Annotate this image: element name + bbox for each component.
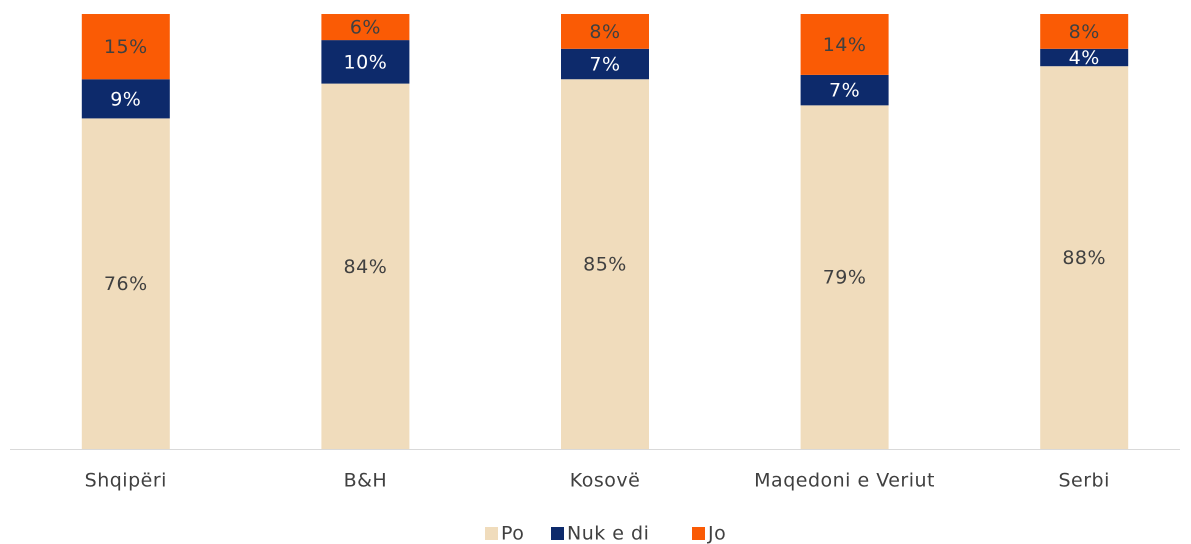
data-label: 15% [104, 36, 148, 58]
bar-segment [1040, 48, 1129, 67]
legend-swatch [551, 527, 564, 540]
bar-segment [1040, 14, 1129, 49]
x-tick-label: B&H [344, 470, 388, 492]
data-label: 8% [589, 21, 620, 43]
x-tick-label: Maqedoni e Veriut [754, 470, 935, 492]
legend-label: Nuk e di [567, 523, 649, 544]
bar-segment [81, 118, 170, 450]
x-tick-label: Serbi [1058, 470, 1109, 492]
bar-segment [321, 83, 410, 449]
data-label: 85% [583, 254, 627, 276]
bar-segment [321, 40, 410, 84]
legend-label: Jo [707, 523, 726, 544]
bar-segment [800, 74, 889, 106]
data-label: 79% [823, 267, 867, 289]
data-label: 6% [350, 17, 381, 39]
bar-segment [800, 14, 889, 75]
data-label: 84% [344, 256, 388, 278]
bar-segment [1040, 66, 1129, 449]
legend-label: Po [501, 523, 524, 544]
x-tick-label: Kosovë [570, 470, 641, 492]
data-label: 8% [1069, 21, 1100, 43]
data-label: 4% [1069, 47, 1100, 69]
legend-swatch [485, 527, 498, 540]
bar-segment [800, 105, 889, 449]
data-label: 76% [104, 273, 148, 295]
bar-segment [321, 14, 410, 41]
bar-segment [561, 14, 649, 49]
data-label: 14% [823, 34, 867, 56]
bar-segment [561, 79, 649, 449]
legend-swatch [692, 527, 705, 540]
data-label: 7% [829, 80, 860, 102]
data-label: 10% [344, 51, 388, 73]
bar-segment [81, 79, 170, 119]
bar-segment [81, 14, 170, 80]
data-label: 9% [110, 88, 141, 110]
data-label: 7% [589, 54, 620, 76]
x-tick-label: Shqipëri [85, 470, 167, 492]
bar-segment [561, 48, 649, 80]
data-label: 88% [1062, 247, 1106, 269]
